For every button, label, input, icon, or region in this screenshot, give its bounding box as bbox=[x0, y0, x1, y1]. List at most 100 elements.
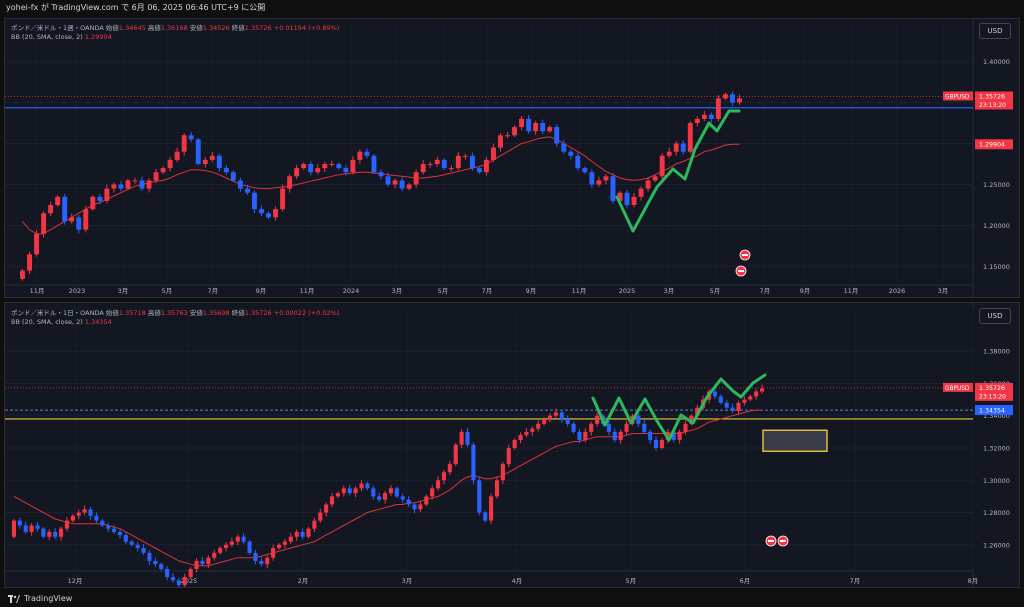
weekly-indicator-legend: BB (20, SMA, close, 2) 1.29904 bbox=[11, 33, 112, 41]
open-label: 始値 bbox=[105, 309, 119, 317]
candle-body bbox=[153, 172, 159, 181]
price-axis-label: 1.32000 bbox=[983, 445, 1010, 453]
candle-body bbox=[218, 548, 223, 553]
candle-body bbox=[680, 143, 686, 152]
time-axis-label: 4月 bbox=[512, 577, 523, 585]
candle-body bbox=[132, 180, 138, 182]
time-axis-label: 7月 bbox=[208, 287, 219, 295]
candle-body bbox=[206, 557, 211, 565]
time-axis-label: 11月 bbox=[844, 287, 859, 295]
candle-body bbox=[104, 188, 110, 201]
high-value: 1.35763 bbox=[160, 309, 188, 317]
candle-body bbox=[27, 254, 33, 271]
currency-button[interactable]: USD bbox=[979, 308, 1011, 324]
candle-body bbox=[259, 560, 264, 565]
candle-body bbox=[241, 536, 246, 542]
candle-body bbox=[266, 213, 271, 218]
candle-body bbox=[59, 528, 64, 537]
candle-body bbox=[694, 118, 700, 123]
candle-body bbox=[90, 196, 96, 210]
candle-body bbox=[652, 176, 658, 181]
candle-body bbox=[200, 560, 205, 565]
currency-button[interactable]: USD bbox=[979, 23, 1011, 39]
daily-chart-canvas[interactable]: 1.380001.360001.340001.320001.300001.280… bbox=[5, 303, 1019, 587]
candle-body bbox=[589, 423, 594, 432]
chart-background bbox=[5, 303, 1019, 587]
candle-body bbox=[153, 560, 158, 565]
candle-body bbox=[471, 444, 476, 481]
candle-body bbox=[47, 531, 52, 537]
tradingview-logo-icon bbox=[8, 594, 20, 603]
candle-body bbox=[359, 483, 364, 489]
candle-body bbox=[315, 168, 321, 173]
candle-body bbox=[216, 155, 222, 169]
candle-body bbox=[559, 412, 564, 419]
bb-price-tag-text: 1.34354 bbox=[979, 407, 1005, 414]
time-axis-label: 11月 bbox=[300, 287, 315, 295]
candle-body bbox=[526, 118, 532, 132]
candle-body bbox=[329, 496, 335, 505]
candle-body bbox=[174, 151, 180, 160]
candle-body bbox=[491, 147, 496, 160]
candle-body bbox=[188, 569, 193, 578]
candle-body bbox=[455, 155, 461, 169]
close-value: 1.35726 bbox=[244, 24, 272, 32]
weekly-chart-canvas[interactable]: 1.400001.350001.300001.250001.200001.150… bbox=[5, 19, 1019, 297]
candle-body bbox=[276, 544, 282, 549]
candle-body bbox=[441, 159, 447, 169]
symbol-tag-text: GBPUSD bbox=[945, 386, 970, 392]
candle-body bbox=[638, 188, 644, 197]
candle-body bbox=[722, 94, 728, 99]
candle-body bbox=[167, 159, 173, 169]
candle-body bbox=[53, 531, 58, 537]
daily-chart-pane[interactable]: 1.380001.360001.340001.320001.300001.280… bbox=[4, 302, 1020, 588]
low-label: 安値 bbox=[189, 24, 203, 32]
candle-body bbox=[636, 415, 641, 424]
candle-body bbox=[571, 423, 576, 432]
time-axis-label: 5月 bbox=[162, 287, 173, 295]
candle-body bbox=[536, 423, 541, 429]
candle-body bbox=[288, 536, 293, 542]
candle-body bbox=[687, 122, 693, 152]
weekly-legend: ポンド／米ドル・1週・OANDA 始値1.34645 高値1.36168 安値1… bbox=[11, 22, 339, 32]
low-value: 1.34526 bbox=[202, 24, 230, 32]
candle-body bbox=[718, 396, 723, 403]
candle-body bbox=[235, 536, 240, 542]
candle-body bbox=[715, 98, 721, 119]
candle-body bbox=[441, 472, 447, 481]
candle-body bbox=[365, 483, 370, 489]
candle-body bbox=[335, 493, 340, 497]
candle-body bbox=[518, 435, 523, 440]
candle-body bbox=[759, 388, 765, 392]
candle-body bbox=[202, 159, 208, 164]
candle-body bbox=[182, 577, 187, 586]
candle-body bbox=[294, 168, 300, 177]
bb-middle-line bbox=[13, 409, 763, 567]
price-axis-label: 1.34000 bbox=[983, 412, 1010, 420]
candle-body bbox=[489, 496, 494, 521]
candle-body bbox=[606, 423, 611, 432]
bb-indicator-value: 1.29904 bbox=[84, 33, 112, 41]
candle-body bbox=[406, 499, 411, 505]
bb-indicator-label[interactable]: BB (20, SMA, close, 2) bbox=[11, 33, 83, 41]
weekly-chart-pane[interactable]: 1.400001.350001.300001.250001.200001.150… bbox=[4, 18, 1020, 298]
candle-body bbox=[253, 552, 258, 561]
candle-body bbox=[181, 135, 187, 152]
us-flag-icon-mark bbox=[738, 270, 744, 272]
candle-body bbox=[568, 151, 574, 156]
price-axis-label: 1.30000 bbox=[983, 477, 1010, 485]
candle-body bbox=[324, 504, 329, 513]
candle-body bbox=[666, 151, 672, 156]
uk-flag-icon-mark bbox=[780, 540, 786, 542]
candle-body bbox=[146, 180, 152, 189]
wave-pattern-line bbox=[591, 373, 767, 442]
candle-body bbox=[730, 407, 735, 411]
bb-indicator-label[interactable]: BB (20, SMA, close, 2) bbox=[11, 318, 83, 326]
candle-body bbox=[312, 520, 317, 529]
candle-body bbox=[123, 535, 128, 542]
time-axis-label: 2026 bbox=[889, 287, 906, 295]
close-value: 1.35726 bbox=[244, 309, 272, 317]
time-axis-label: 3月 bbox=[118, 287, 129, 295]
candle-body bbox=[476, 168, 482, 173]
candle-body bbox=[624, 192, 630, 206]
